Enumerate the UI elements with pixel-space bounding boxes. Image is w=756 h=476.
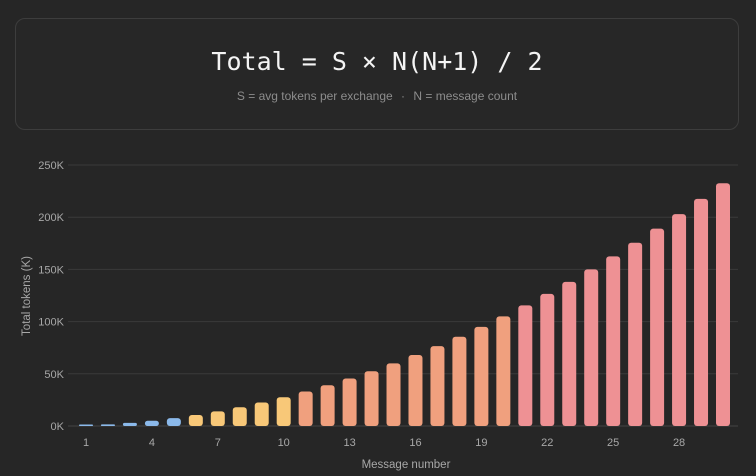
x-tick-label: 28	[673, 437, 685, 449]
x-tick-label: 7	[215, 437, 221, 449]
x-tick-label: 1	[83, 437, 89, 449]
bar-28	[672, 214, 687, 426]
y-tick-label: 150K	[38, 264, 64, 276]
bar-24	[584, 269, 599, 426]
x-tick-label: 4	[149, 437, 155, 449]
bar-26	[628, 242, 643, 426]
bar-16	[408, 355, 423, 426]
x-tick-label: 25	[607, 437, 619, 449]
bar-2	[100, 424, 115, 426]
x-tick-label: 16	[409, 437, 421, 449]
y-tick-label: 50K	[44, 369, 64, 381]
y-tick-label: 250K	[38, 160, 64, 172]
x-tick-labels: 1 4 7 10 13 16 19 22 25 28	[83, 437, 685, 449]
y-axis-label: Total tokens (K)	[21, 256, 33, 336]
formula: Total = S × N(N+1) / 2	[211, 47, 543, 76]
bar-12	[320, 385, 335, 426]
bar-8	[232, 407, 247, 426]
bar-21	[518, 305, 533, 426]
bars	[79, 183, 730, 426]
legend-n: N = message count	[413, 89, 518, 103]
x-tick-label: 19	[475, 437, 487, 449]
bar-20	[496, 316, 511, 426]
bar-10	[276, 397, 291, 426]
y-tick-label: 200K	[38, 212, 64, 224]
bar-22	[540, 293, 555, 426]
y-tick-labels: 0K 50K 100K 150K 200K 250K	[38, 160, 64, 433]
x-tick-label: 10	[278, 437, 290, 449]
x-axis-label: Message number	[362, 459, 451, 471]
bar-23	[562, 281, 577, 426]
bar-17	[430, 346, 445, 426]
bar-1	[79, 424, 93, 426]
gridlines	[68, 164, 738, 427]
bar-3	[122, 422, 137, 426]
y-tick-label: 100K	[38, 317, 64, 329]
bar-27	[650, 228, 665, 426]
bar-9	[254, 402, 269, 426]
bar-7	[210, 411, 225, 426]
bar-6	[188, 415, 203, 426]
bar-13	[342, 378, 357, 426]
bar-30	[716, 183, 730, 426]
bar-14	[364, 371, 379, 426]
bar-15	[386, 363, 401, 426]
legend-s: S = avg tokens per exchange	[236, 89, 393, 103]
bar-18	[452, 336, 467, 426]
bar-4	[144, 420, 159, 426]
legend-separator: ·	[401, 89, 406, 103]
bar-5	[166, 418, 181, 426]
x-tick-label: 22	[541, 437, 553, 449]
bar-29	[694, 198, 709, 426]
x-tick-label: 13	[343, 437, 355, 449]
y-tick-label: 0K	[51, 421, 65, 433]
bar-11	[298, 391, 313, 426]
variable-legend: S = avg tokens per exchange · N = messag…	[16, 89, 738, 103]
formula-card: Total = S × N(N+1) / 2 S = avg tokens pe…	[15, 18, 739, 130]
bar-25	[606, 256, 621, 426]
bar-19	[474, 326, 489, 426]
